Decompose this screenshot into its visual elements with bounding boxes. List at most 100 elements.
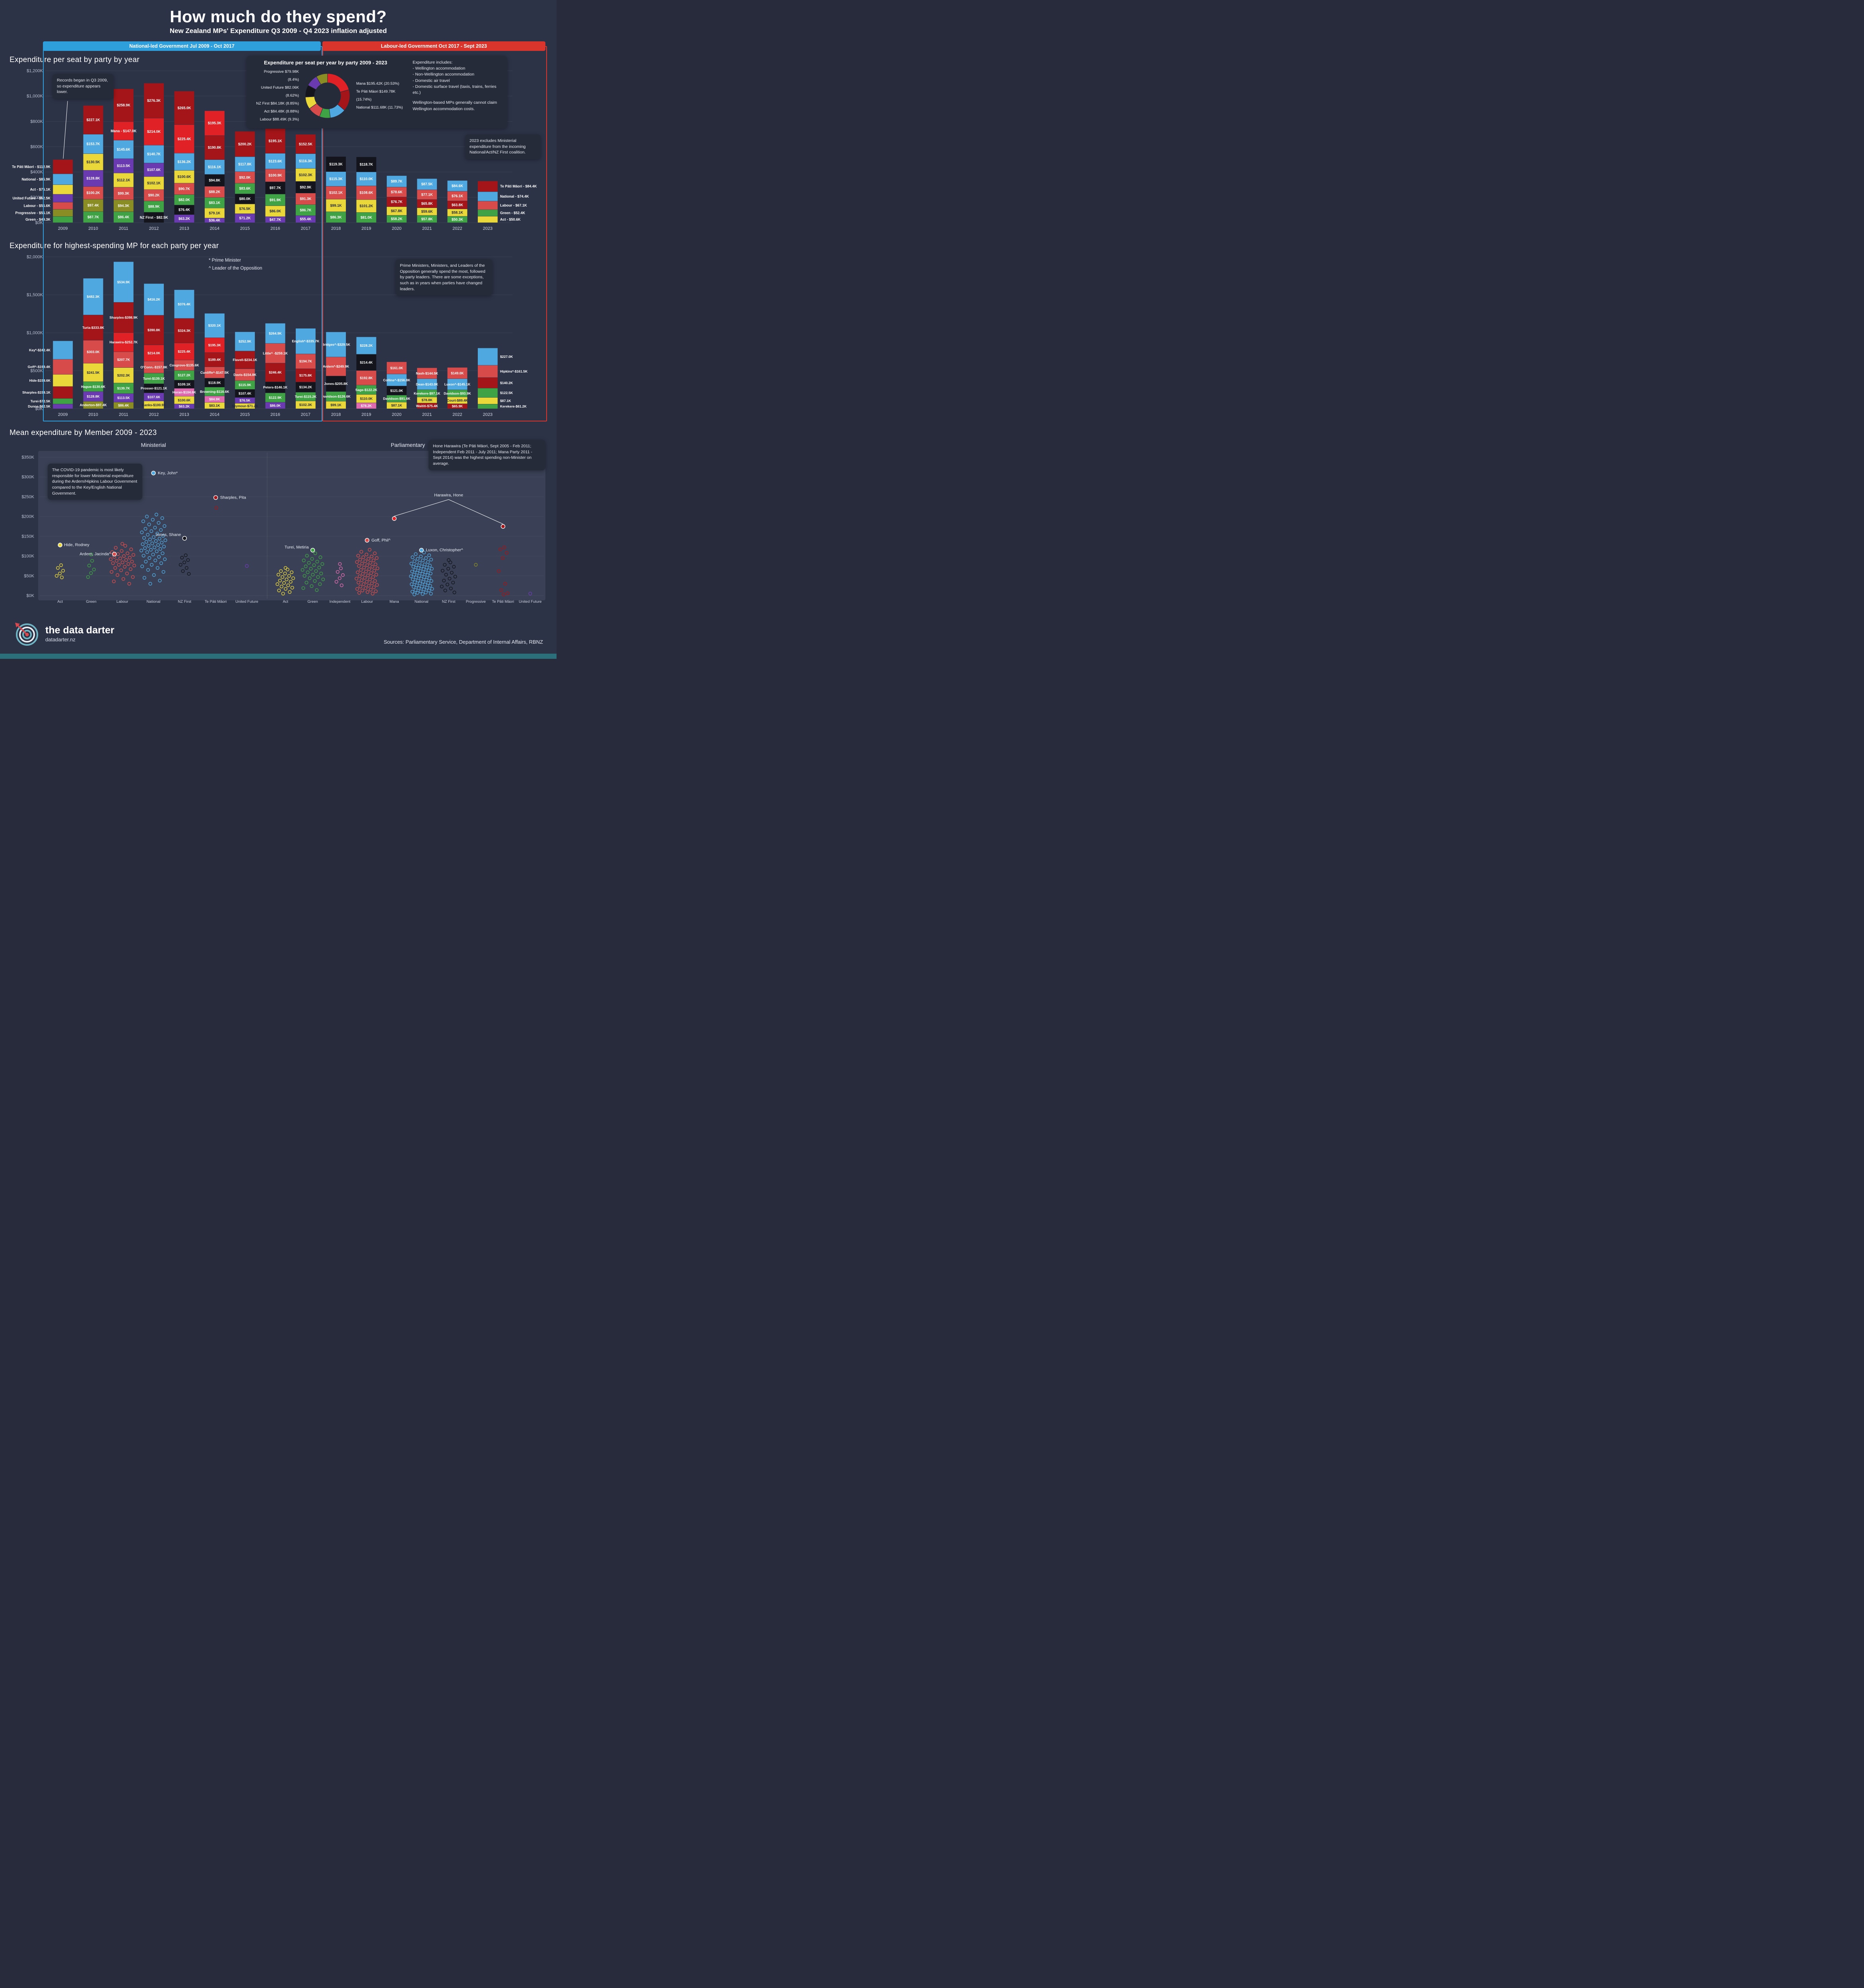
svg-text:Turia-$333.8K: Turia-$333.8K — [82, 326, 105, 330]
svg-text:2020: 2020 — [392, 226, 402, 231]
svg-text:Act - $50.6K: Act - $50.6K — [500, 217, 521, 221]
svg-text:$82.0K: $82.0K — [178, 198, 190, 202]
svg-text:Court-$89.4K: Court-$89.4K — [447, 398, 468, 402]
svg-text:$107.4K: $107.4K — [239, 392, 252, 396]
section-title-per-seat: Expenditure per seat by party by year — [10, 56, 140, 64]
svg-text:2013: 2013 — [179, 226, 189, 231]
svg-text:2018: 2018 — [331, 226, 341, 231]
svg-text:$324.3K: $324.3K — [178, 329, 191, 333]
svg-text:$86.3K: $86.3K — [330, 215, 342, 219]
svg-text:$161.0K: $161.0K — [390, 366, 403, 370]
svg-text:2017: 2017 — [301, 412, 310, 417]
svg-text:$246.4K: $246.4K — [269, 371, 282, 375]
svg-text:$400K: $400K — [30, 170, 43, 175]
svg-text:$115.3K: $115.3K — [329, 177, 343, 181]
svg-text:Turei-$72.5K: Turei-$72.5K — [31, 399, 51, 403]
svg-text:$86.0K: $86.0K — [270, 404, 281, 408]
svg-text:Dunne-$62.5K: Dunne-$62.5K — [28, 404, 51, 408]
svg-text:$63.8K: $63.8K — [452, 203, 464, 207]
svg-text:Key, John*: Key, John* — [158, 471, 178, 476]
svg-text:$101.2K: $101.2K — [359, 204, 373, 208]
banner-labour-government: Labour-led Government Oct 2017 - Sept 20… — [322, 41, 545, 51]
svg-text:Te Pāti Māori: Te Pāti Māori — [492, 600, 514, 604]
svg-text:Davidson-$93.9K: Davidson-$93.9K — [444, 391, 471, 395]
footer: the data darter datadarter.nz Sources: P… — [0, 614, 557, 650]
svg-text:$258.9K: $258.9K — [117, 103, 131, 107]
svg-text:$55.4K: $55.4K — [300, 217, 312, 221]
svg-text:$97.4K: $97.4K — [87, 204, 99, 208]
sources-text: Sources: Parliamentary Service, Departme… — [384, 639, 543, 645]
brand-url: datadarter.nz — [45, 637, 76, 643]
svg-text:$78.6K: $78.6K — [391, 190, 403, 194]
svg-text:$303.0K: $303.0K — [87, 350, 100, 354]
svg-text:English*-$335.7K: English*-$335.7K — [292, 339, 320, 343]
svg-text:$113.5K: $113.5K — [117, 164, 130, 168]
svg-text:$214.0K: $214.0K — [147, 351, 161, 355]
svg-text:$190.8K: $190.8K — [208, 146, 222, 149]
svg-text:$57.8K: $57.8K — [421, 217, 433, 221]
svg-text:$76.5K: $76.5K — [239, 207, 251, 211]
svg-text:$118.9K: $118.9K — [208, 381, 221, 384]
svg-text:United Future - $62.5K: United Future - $62.5K — [12, 196, 50, 200]
svg-text:Sharples-$398.9K: Sharples-$398.9K — [109, 315, 138, 319]
svg-text:Luxon^-$145.1K: Luxon^-$145.1K — [444, 382, 471, 386]
svg-text:$1,000K: $1,000K — [27, 331, 43, 336]
banner-national-government: National-led Government Jul 2009 - Oct 2… — [43, 41, 321, 51]
svg-text:$102.3K: $102.3K — [299, 173, 313, 177]
donut-labels-left: Progressive $79.98K (8.4%) United Future … — [252, 68, 299, 124]
note-harawira: Hone Harawira (Te Pāti Māori, Sept 2005 … — [429, 440, 545, 470]
svg-text:Bridges^-$329.5K: Bridges^-$329.5K — [322, 342, 350, 346]
svg-text:$87.7K: $87.7K — [87, 215, 99, 219]
svg-text:$83.6K: $83.6K — [239, 186, 251, 190]
donut-label: Act $84.48K (8.88%) — [264, 109, 299, 114]
svg-text:Sage-$122.2K: Sage-$122.2K — [355, 388, 378, 392]
stream-charts-section: National-led Government Jul 2009 - Oct 2… — [8, 41, 549, 423]
svg-text:$0K: $0K — [35, 221, 43, 225]
svg-text:Browning-$116.6K: Browning-$116.6K — [200, 390, 230, 394]
svg-text:Sharples-$158.1K: Sharples-$158.1K — [22, 390, 51, 394]
svg-text:Green: Green — [86, 600, 96, 604]
legend-leader-opposition: ^ Leader of the Opposition — [209, 266, 262, 271]
svg-text:Key*-$242.4K: Key*-$242.4K — [29, 348, 51, 352]
svg-text:$122.5K: $122.5K — [500, 391, 513, 395]
svg-text:O'Conn.-$157.8K: O'Conn.-$157.8K — [140, 365, 168, 369]
svg-text:2018: 2018 — [331, 412, 341, 417]
svg-text:$194.7K: $194.7K — [299, 359, 312, 363]
svg-text:Seymour-$71.2K: Seymour-$71.2K — [232, 404, 258, 408]
svg-text:Act - $75.1K: Act - $75.1K — [30, 188, 50, 192]
svg-text:Jones, Shane: Jones, Shane — [155, 532, 181, 537]
svg-text:$130.5K: $130.5K — [86, 160, 100, 164]
svg-text:$86.4K: $86.4K — [118, 404, 129, 408]
svg-text:2017: 2017 — [301, 226, 310, 231]
svg-text:2022: 2022 — [452, 226, 462, 231]
svg-text:$83.1K: $83.1K — [209, 404, 220, 408]
svg-text:Turei, Metiria: Turei, Metiria — [285, 545, 309, 550]
svg-text:Davidson-$126.6K: Davidson-$126.6K — [322, 394, 351, 398]
svg-text:$36.4K: $36.4K — [209, 218, 221, 222]
brand-name: the data darter — [45, 624, 114, 636]
svg-text:$90.7K: $90.7K — [178, 187, 190, 191]
svg-text:2014: 2014 — [210, 226, 219, 231]
svg-text:2023: 2023 — [483, 226, 493, 231]
svg-text:Nash-$144.5K: Nash-$144.5K — [416, 371, 438, 375]
svg-text:2021: 2021 — [422, 226, 432, 231]
wellington-note: Wellington-based MPs generally cannot cl… — [413, 100, 497, 111]
svg-text:$87.1K: $87.1K — [391, 404, 402, 408]
svg-text:2015: 2015 — [240, 412, 250, 417]
svg-text:$81.0K: $81.0K — [361, 215, 372, 219]
svg-text:$534.9K: $534.9K — [117, 280, 130, 284]
svg-text:Anderton-$97.4K: Anderton-$97.4K — [80, 403, 107, 407]
svg-text:$119.3K: $119.3K — [329, 162, 343, 166]
svg-text:$89.7K: $89.7K — [391, 179, 403, 183]
svg-text:$86.7K: $86.7K — [300, 208, 312, 212]
svg-text:$195.1K: $195.1K — [268, 139, 282, 143]
svg-text:$225.4K: $225.4K — [178, 349, 191, 353]
svg-text:$112.1K: $112.1K — [117, 178, 130, 182]
svg-text:Banks-$100.9K: Banks-$100.9K — [142, 403, 166, 407]
svg-text:$99.1K: $99.1K — [330, 403, 341, 407]
svg-text:Kerekere-$97.1K: Kerekere-$97.1K — [414, 391, 440, 395]
svg-text:$109.1K: $109.1K — [178, 382, 191, 386]
svg-text:$139.7K: $139.7K — [117, 386, 130, 390]
svg-text:$50.3K: $50.3K — [452, 217, 464, 221]
mean-expenditure-swarm-chart: $0K $50K $100K $150K $200K $250K $300K $350K Min… — [21, 442, 545, 604]
